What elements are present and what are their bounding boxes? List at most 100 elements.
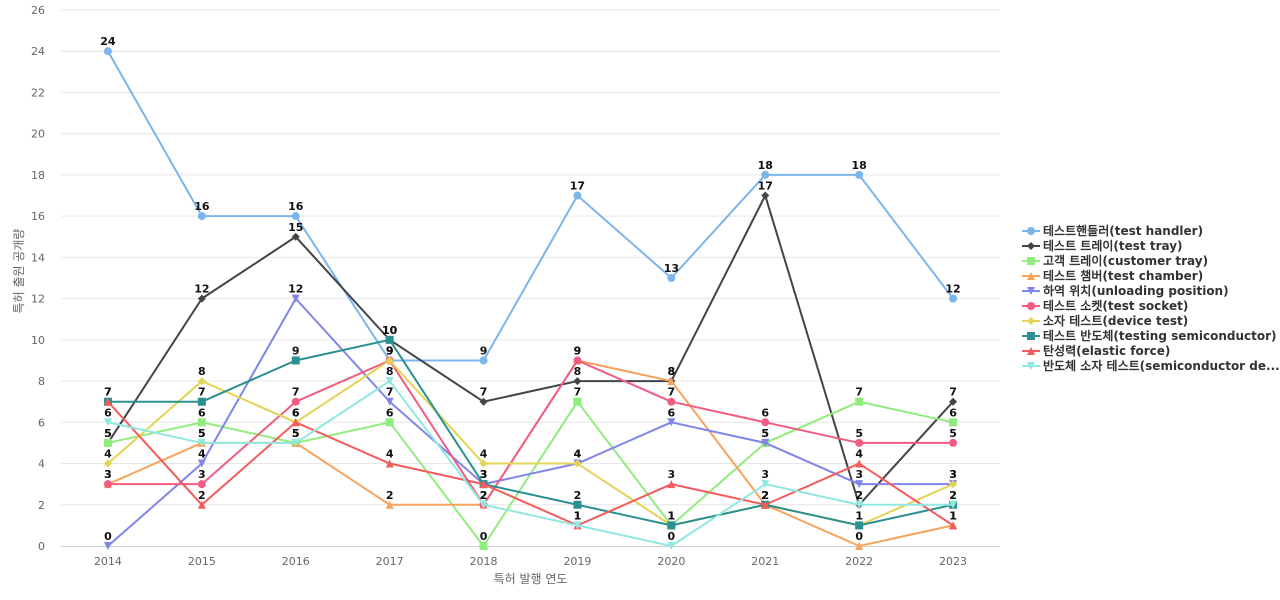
data-label: 7 [198, 386, 206, 399]
data-label: 9 [386, 344, 394, 357]
data-label: 1 [574, 509, 582, 522]
data-label: 9 [292, 344, 300, 357]
legend-item[interactable]: 하역 위치(unloading position) [1022, 283, 1280, 298]
legend-item[interactable]: 반도체 소자 테스트(semiconductor de... [1022, 358, 1280, 373]
x-tick-label: 2020 [657, 555, 685, 568]
data-label: 4 [198, 448, 206, 461]
legend-item[interactable]: 테스트 트레이(test tray) [1022, 238, 1280, 253]
data-label: 7 [480, 386, 488, 399]
data-label: 2 [198, 489, 206, 502]
legend-item[interactable]: 테스트 반도체(testing semiconductor) [1022, 328, 1280, 343]
data-label: 6 [292, 406, 300, 419]
data-label: 7 [574, 386, 582, 399]
legend-symbol [1022, 286, 1040, 295]
data-label: 4 [386, 448, 394, 461]
series-line [107, 194, 954, 506]
legend-label: 테스트 트레이(test tray) [1043, 239, 1183, 253]
data-label: 9 [386, 344, 394, 357]
data-label: 3 [480, 468, 488, 481]
data-label: 5 [292, 427, 300, 440]
data-label: 16 [194, 200, 210, 213]
series-10 [103, 377, 958, 550]
data-label: 1 [668, 509, 676, 522]
data-label: 8 [386, 365, 394, 378]
legend-item[interactable]: 소자 테스트(device test) [1022, 313, 1280, 328]
legend-symbol [1022, 226, 1040, 235]
data-point [385, 500, 394, 509]
data-label: 8 [668, 365, 676, 378]
data-label: 10 [382, 324, 398, 337]
y-tick-label: 22 [31, 86, 45, 99]
data-label: 0 [104, 530, 112, 543]
data-label: 3 [949, 468, 957, 481]
data-label: 7 [668, 386, 676, 399]
data-label: 2 [480, 489, 488, 502]
data-label: 6 [104, 406, 112, 419]
legend-label: 하역 위치(unloading position) [1043, 284, 1229, 298]
x-tick-label: 2021 [751, 555, 779, 568]
data-label: 4 [574, 448, 582, 461]
data-point [949, 397, 958, 406]
data-label: 17 [570, 180, 585, 193]
y-tick-label: 2 [38, 499, 45, 512]
data-point [479, 500, 488, 509]
data-label: 2 [855, 489, 863, 502]
data-point [855, 542, 864, 550]
legend-item[interactable]: 테스트핸들러(test handler) [1022, 223, 1280, 238]
y-tick-label: 10 [31, 334, 45, 347]
series-9 [103, 397, 958, 530]
y-tick-label: 14 [31, 251, 45, 264]
data-label: 5 [198, 427, 206, 440]
data-label: 4 [480, 448, 488, 461]
data-label: 4 [574, 448, 582, 461]
data-label: 1 [949, 509, 957, 522]
x-tick-label: 2015 [188, 555, 216, 568]
data-point [385, 335, 394, 344]
data-label: 5 [198, 427, 206, 440]
data-point [197, 397, 206, 406]
y-tick-label: 26 [31, 4, 45, 17]
data-label: 3 [668, 468, 676, 481]
series-1 [103, 47, 958, 365]
legend-item[interactable]: 탄성력(elastic force) [1022, 343, 1280, 358]
y-tick-label: 24 [31, 45, 45, 58]
data-label: 2 [761, 489, 769, 502]
data-point [197, 500, 206, 509]
data-point [385, 356, 394, 365]
data-point [291, 438, 300, 447]
legend-label: 고객 트레이(customer tray) [1043, 254, 1209, 268]
data-point [573, 459, 582, 468]
data-point [479, 542, 488, 550]
data-point [855, 459, 864, 468]
data-label: 5 [104, 427, 112, 440]
data-point [103, 438, 112, 447]
legend-item[interactable]: 고객 트레이(customer tray) [1022, 253, 1280, 268]
legend-item[interactable]: 테스트 챔버(test chamber) [1022, 268, 1280, 283]
data-point [197, 459, 206, 468]
legend-item[interactable]: 테스트 소켓(test socket) [1022, 298, 1280, 313]
data-point [385, 459, 394, 468]
data-point [385, 397, 394, 406]
data-label: 2 [480, 489, 488, 502]
legend-symbol [1022, 301, 1040, 310]
legend-symbol [1022, 361, 1040, 370]
data-label: 2 [574, 489, 582, 502]
data-label: 16 [288, 200, 304, 213]
data-point [291, 418, 300, 427]
data-point [573, 500, 582, 509]
data-point [667, 418, 676, 427]
data-label: 6 [668, 406, 676, 419]
data-point [855, 397, 864, 406]
data-label: 6 [386, 406, 394, 419]
data-point [761, 170, 770, 179]
data-point [667, 274, 676, 282]
data-label: 1 [668, 509, 676, 522]
data-point [573, 397, 582, 406]
data-point [949, 480, 958, 489]
data-point [667, 542, 676, 550]
data-point [855, 480, 864, 489]
data-point [479, 356, 488, 365]
data-point [479, 480, 488, 489]
data-label: 2 [949, 489, 957, 502]
data-point [197, 212, 206, 221]
